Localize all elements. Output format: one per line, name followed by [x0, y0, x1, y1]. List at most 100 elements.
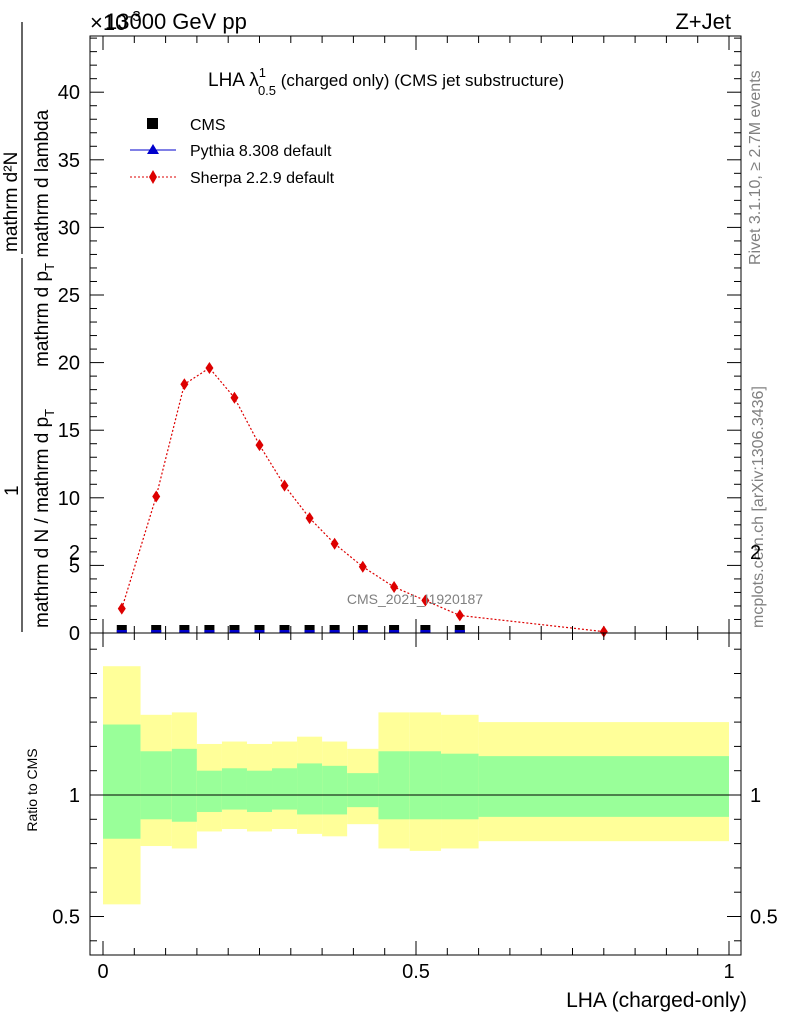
- ratio-frame: [89, 632, 742, 956]
- ratio-y-tick-label-right: 0.5: [750, 907, 778, 929]
- process-label: Z+Jet: [675, 9, 731, 34]
- main-y-axis-label: mathrm d N / mathrm d pT 1 mathrm d²N ma…: [1, 22, 57, 632]
- pythia-point: [204, 630, 215, 633]
- main-plot-panel: 0 5 10 15 20 25 30 35 40 CMS_2021_I1920187 LHA λ…: [58, 35, 742, 645]
- ratio-inner-band: [378, 751, 410, 820]
- cms-point: [254, 625, 265, 633]
- sherpa-point: [330, 537, 339, 550]
- exponent-label: ×10-3: [90, 8, 141, 35]
- ratio-inner-band: [272, 768, 298, 810]
- cms-point: [420, 625, 431, 633]
- ratio-y-tick-labels: 0.5 0.5 1 1 2 2: [52, 542, 778, 929]
- cms-point: [304, 625, 315, 633]
- pythia-point: [229, 630, 240, 633]
- legend: CMS Pythia 8.308 default Sherpa 2.2.9 de…: [130, 117, 335, 187]
- y-tick-label: 15: [58, 420, 80, 442]
- main-frame: [89, 35, 742, 634]
- ratio-y-tick-label-right: 1: [750, 785, 761, 807]
- ratio-y-axis-label: Ratio to CMS: [24, 748, 40, 831]
- pythia-point: [420, 630, 431, 633]
- svg-text:1: 1: [2, 485, 23, 496]
- x-tick-label: 0: [97, 961, 108, 983]
- ratio-inner-band: [478, 756, 729, 817]
- sherpa-point: [305, 512, 314, 525]
- cms-point: [389, 625, 400, 633]
- sherpa-line: [121, 367, 604, 633]
- ratio-y-tick-label-right: 2: [750, 542, 761, 564]
- sherpa-point: [599, 625, 608, 638]
- ratio-inner-band: [441, 753, 479, 820]
- ratio-inner-band: [409, 751, 442, 820]
- cms-point: [179, 625, 190, 633]
- sherpa-point: [117, 602, 126, 615]
- ratio-inner-band: [322, 765, 348, 815]
- ratio-plot-panel: 0.5 0.51 12 2 0 0.5 1 Ratio to CMS LHA (charg…: [24, 542, 778, 1012]
- ratio-y-tick-label: 0.5: [52, 907, 80, 929]
- main-data: [116, 362, 608, 638]
- pythia-point: [329, 630, 340, 633]
- main-y-tick-labels: 0 5 10 15 20 25 30 35 40: [58, 82, 80, 645]
- pythia-point: [357, 630, 368, 633]
- y-tick-label: 20: [58, 353, 80, 375]
- sherpa-point: [455, 609, 464, 622]
- y-tick-label: 35: [58, 150, 80, 172]
- sherpa-point: [180, 378, 189, 391]
- legend-cms-label: CMS: [190, 117, 226, 134]
- legend-pythia-label: Pythia 8.308 default: [190, 143, 332, 160]
- ratio-inner-band: [246, 770, 273, 813]
- x-tick-labels: 0 0.5 1: [97, 961, 734, 983]
- sherpa-point: [205, 362, 214, 375]
- legend-pythia-marker: [147, 144, 159, 154]
- sherpa-point: [390, 581, 399, 594]
- y-tick-label: 40: [58, 82, 80, 104]
- y-tick-label: 5: [69, 555, 80, 577]
- y-tick-label: 0: [69, 623, 80, 645]
- cms-point: [204, 625, 215, 633]
- cms-point: [151, 625, 162, 633]
- x-axis-label: LHA (charged-only): [566, 989, 747, 1012]
- pythia-point: [304, 630, 315, 633]
- rivet-label: Rivet 3.1.10, ≥ 2.7M events: [747, 70, 764, 265]
- ratio-inner-band: [221, 768, 247, 810]
- pythia-point: [454, 630, 465, 633]
- ratio-inner-band: [196, 770, 222, 813]
- pythia-point: [179, 630, 190, 633]
- ratio-bands: [103, 666, 729, 905]
- sherpa-point: [358, 560, 367, 573]
- legend-sherpa-label: Sherpa 2.2.9 default: [190, 170, 335, 187]
- pythia-point: [116, 630, 127, 633]
- sherpa-point: [255, 439, 264, 452]
- pythia-point: [151, 630, 162, 633]
- legend-sherpa-marker: [149, 170, 157, 184]
- x-tick-label: 0.5: [402, 961, 430, 983]
- legend-cms-marker: [147, 118, 158, 129]
- sherpa-point: [280, 479, 289, 492]
- cms-point: [357, 625, 368, 633]
- y-tick-label: 30: [58, 217, 80, 239]
- pythia-point: [279, 630, 290, 633]
- cms-point: [279, 625, 290, 633]
- svg-text:mathrm d N / mathrm d pT: mathrm d N / mathrm d pT: [32, 409, 57, 628]
- cms-point: [329, 625, 340, 633]
- ratio-ticks: [90, 633, 741, 955]
- ratio-inner-band: [140, 751, 172, 820]
- sherpa-point: [152, 490, 161, 503]
- svg-text:mathrm d²N: mathrm d²N: [1, 152, 22, 252]
- y-tick-label: 25: [58, 285, 80, 307]
- svg-text:mathrm d pT mathrm d lambda: mathrm d pT mathrm d lambda: [32, 109, 57, 367]
- ratio-inner-band: [297, 763, 323, 815]
- cms-point: [116, 625, 127, 633]
- cms-point: [454, 625, 465, 633]
- main-ticks: [90, 36, 741, 634]
- mcplots-label: mcplots.cern.ch [arXiv:1306.3436]: [750, 386, 767, 628]
- plot-title: LHA λ1 0.5 (charged only) (CMS jet substr…: [208, 65, 564, 98]
- sherpa-point: [230, 391, 239, 404]
- pythia-point: [254, 630, 265, 633]
- ratio-inner-band: [347, 773, 379, 808]
- x-tick-label: 1: [723, 961, 734, 983]
- ratio-inner-band: [103, 724, 141, 839]
- ratio-y-tick-label: 2: [69, 542, 80, 564]
- ratio-y-tick-label: 1: [69, 785, 80, 807]
- pythia-point: [389, 630, 400, 633]
